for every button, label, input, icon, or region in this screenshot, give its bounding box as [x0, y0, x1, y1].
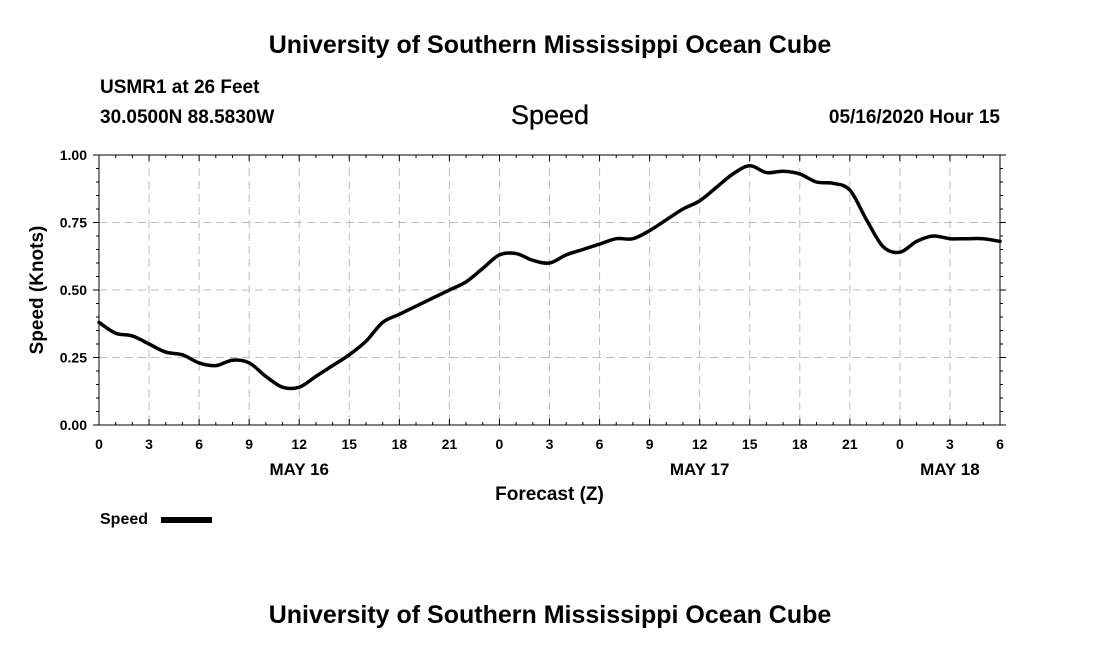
- x-tick-label: 12: [291, 436, 307, 452]
- x-tick-label: 21: [442, 436, 458, 452]
- y-tick-label: 0.00: [60, 417, 87, 433]
- y-tick-label: 0.50: [60, 282, 87, 298]
- x-tick-label: 6: [195, 436, 203, 452]
- x-tick-label: 6: [996, 436, 1004, 452]
- plot-frame: [98, 154, 1001, 426]
- series-line-speed: [97, 164, 1002, 391]
- y-tick-label: 1.00: [60, 147, 87, 163]
- x-tick-label: 15: [742, 436, 758, 452]
- tick-labels: 0 3 6 9 12 15 18 21 0 3 6 9 12 15 18 21 0 3 6 0.00 0.25 0.50 0…: [60, 147, 1004, 479]
- day-label: MAY 17: [670, 460, 730, 479]
- day-label: MAY 18: [920, 460, 980, 479]
- x-tick-label: 21: [842, 436, 858, 452]
- x-tick-label: 3: [145, 436, 153, 452]
- y-tick-label: 0.75: [60, 215, 87, 231]
- x-tick-label: 0: [496, 436, 504, 452]
- x-tick-label: 6: [596, 436, 604, 452]
- x-tick-label: 15: [341, 436, 357, 452]
- series-layer: [97, 164, 1002, 391]
- y-tick-label: 0.25: [60, 350, 87, 366]
- forecast-date-label: 05/16/2020 Hour 15: [828, 107, 1000, 128]
- x-tick-label: 0: [896, 436, 904, 452]
- x-tick-label: 9: [245, 436, 253, 452]
- x-tick-label: 9: [646, 436, 654, 452]
- x-tick-label: 3: [946, 436, 954, 452]
- station-label: USMR1 at 26 Feet: [100, 77, 260, 98]
- page-title: University of Southern Mississippi Ocean…: [268, 31, 832, 59]
- x-tick-label: 18: [792, 436, 808, 452]
- day-label: MAY 16: [269, 460, 329, 479]
- legend-label: Speed: [100, 511, 148, 528]
- coordinates-label: 30.0500N 88.5830W: [100, 107, 275, 128]
- footer-title: University of Southern Mississippi Ocean…: [268, 601, 832, 629]
- x-tick-label: 18: [392, 436, 408, 452]
- x-tick-label: 12: [692, 436, 708, 452]
- grid-lines: [99, 155, 1000, 425]
- x-tick-label: 0: [95, 436, 103, 452]
- chart-title: Speed: [510, 100, 590, 130]
- x-tick-label: 3: [546, 436, 554, 452]
- y-axis-label: Speed (Knots): [27, 226, 48, 355]
- x-axis-label: Forecast (Z): [495, 484, 604, 505]
